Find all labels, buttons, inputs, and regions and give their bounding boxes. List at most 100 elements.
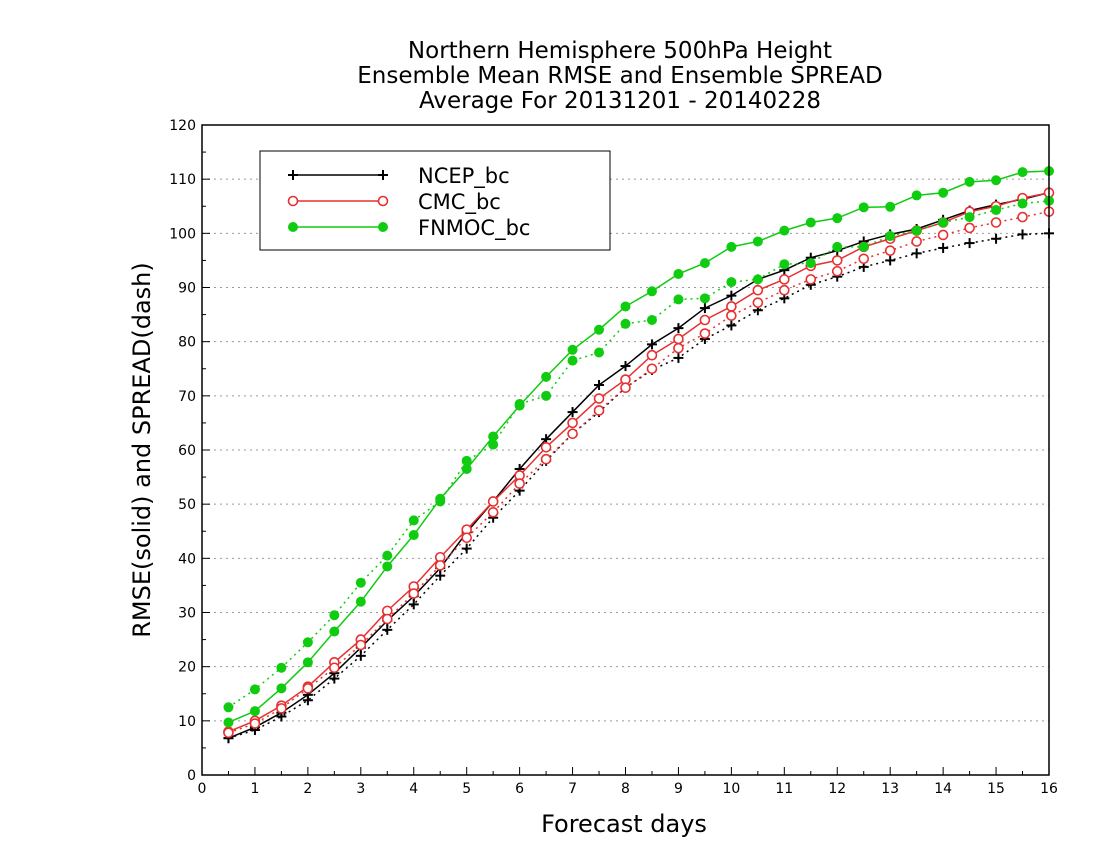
data-point xyxy=(435,570,446,581)
data-point xyxy=(276,703,287,714)
x-axis-ticks: 0 1 2 3 4 5 6 7 8 9 10 11 12 13 14 15 16 xyxy=(198,767,1058,797)
data-point xyxy=(382,550,393,561)
legend-marker xyxy=(288,170,298,180)
y-tick-label: 100 xyxy=(169,226,196,242)
data-point xyxy=(964,238,975,249)
data-point xyxy=(673,323,684,334)
chart-title-line-1: Northern Hemisphere 500hPa Height xyxy=(408,38,832,64)
x-tick-label: 9 xyxy=(674,781,683,797)
data-point xyxy=(620,318,631,329)
legend-entry: CMC_bc xyxy=(287,190,501,215)
data-point xyxy=(858,241,869,252)
legend-marker xyxy=(287,195,299,207)
data-point xyxy=(779,274,790,285)
legend-marker xyxy=(378,170,388,180)
data-point xyxy=(699,258,710,269)
data-point xyxy=(1017,229,1028,240)
data-point xyxy=(302,695,313,706)
chart-title-line-2: Ensemble Mean RMSE and Ensemble SPREAD xyxy=(357,63,882,89)
data-point xyxy=(1017,198,1028,209)
data-point xyxy=(726,241,737,252)
x-tick-label: 2 xyxy=(303,781,312,797)
data-point xyxy=(355,596,366,607)
data-point xyxy=(964,212,975,223)
x-axis-label: Forecast days xyxy=(541,810,707,838)
data-point xyxy=(355,639,367,651)
data-point xyxy=(990,217,1002,228)
data-point xyxy=(329,673,340,684)
data-point xyxy=(726,290,737,301)
y-tick-label: 50 xyxy=(178,497,196,513)
x-tick-label: 12 xyxy=(828,781,846,797)
legend-label: NCEP_bc xyxy=(418,164,510,189)
y-tick-label: 0 xyxy=(187,768,196,784)
series-CMC_bc-solid xyxy=(223,187,1055,737)
data-point xyxy=(726,277,737,288)
data-point xyxy=(646,363,658,375)
data-point xyxy=(541,371,552,382)
data-point xyxy=(540,453,552,465)
data-point xyxy=(567,355,578,366)
data-point xyxy=(620,301,631,312)
series-line xyxy=(228,232,1050,739)
data-point xyxy=(567,344,578,355)
series-line xyxy=(228,191,1050,739)
data-point xyxy=(408,515,419,526)
data-point xyxy=(779,259,790,270)
y-tick-label: 20 xyxy=(178,660,196,676)
data-point xyxy=(938,217,949,228)
data-point xyxy=(964,176,975,187)
series-layer xyxy=(223,166,1055,744)
y-tick-label: 70 xyxy=(178,389,196,405)
data-point xyxy=(461,455,472,466)
data-point xyxy=(302,683,314,694)
data-point xyxy=(488,439,499,450)
series-NCEP_bc-solid xyxy=(223,187,1054,744)
data-point xyxy=(488,431,499,442)
data-point xyxy=(594,324,605,335)
data-point xyxy=(884,245,896,256)
data-point xyxy=(302,657,313,668)
x-tick-label: 6 xyxy=(515,781,524,797)
data-point xyxy=(779,284,790,296)
data-point xyxy=(805,258,816,269)
data-point xyxy=(461,543,472,554)
data-point xyxy=(832,213,843,224)
legend-marker xyxy=(378,222,388,232)
y-tick-label: 10 xyxy=(178,714,196,730)
data-point xyxy=(726,320,737,331)
data-point xyxy=(805,217,816,228)
legend-label: FNMOC_bc xyxy=(418,216,530,241)
data-point xyxy=(726,310,737,321)
data-point xyxy=(593,405,605,416)
data-point xyxy=(885,201,896,212)
data-point xyxy=(858,253,870,265)
data-point xyxy=(461,463,472,474)
data-point xyxy=(620,382,631,394)
y-tick-label: 30 xyxy=(178,606,196,622)
data-point xyxy=(752,284,764,296)
data-point xyxy=(991,175,1002,186)
data-point xyxy=(885,255,896,266)
data-point xyxy=(620,361,631,372)
data-point xyxy=(938,187,949,198)
series-line xyxy=(228,200,1050,708)
data-point xyxy=(223,702,234,713)
series-line xyxy=(228,191,1050,733)
legend-entry: NCEP_bc xyxy=(288,164,510,189)
data-point xyxy=(911,236,922,247)
x-tick-label: 15 xyxy=(987,781,1005,797)
series-line xyxy=(228,210,1050,734)
x-tick-label: 1 xyxy=(250,781,259,797)
data-point xyxy=(355,577,366,588)
legend-marker xyxy=(377,195,389,207)
series-NCEP_bc-dash xyxy=(223,228,1054,744)
data-point xyxy=(302,637,313,648)
data-point xyxy=(646,349,658,361)
data-point xyxy=(408,599,419,610)
data-point xyxy=(594,380,605,390)
data-point xyxy=(911,225,922,236)
legend-marker xyxy=(288,222,298,232)
